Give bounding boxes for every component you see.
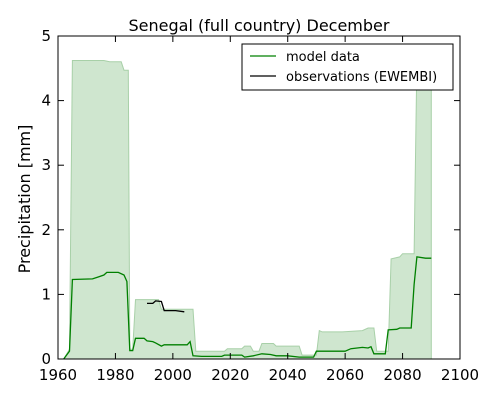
legend-box	[241, 43, 454, 91]
plot-frame	[57, 35, 461, 360]
series-line-observations	[147, 300, 185, 313]
y-axis-label: Precipitation [mm]	[15, 125, 34, 274]
x-tick-label: 2080	[383, 366, 421, 384]
x-tick-label: 2020	[211, 366, 249, 384]
axis-ticks: 1960 1980 2000 2020 2040 2060 2080 2100 0 1 2 3 4 5	[39, 27, 479, 384]
x-tick-label: 1960	[39, 366, 77, 384]
x-tick-label: 2100	[441, 366, 479, 384]
legend-label-model: model data	[286, 50, 360, 65]
y-tick-label: 1	[41, 285, 51, 303]
legend: model data observations (EWEMBI)	[241, 43, 454, 91]
y-tick-label: 2	[41, 221, 51, 239]
model-range-band	[62, 60, 432, 360]
y-tick-label: 5	[41, 27, 51, 45]
x-tick-label: 2000	[154, 366, 192, 384]
y-tick-label: 3	[41, 156, 51, 174]
series-line-model-data	[63, 256, 432, 360]
x-tick-label: 1980	[96, 366, 134, 384]
chart-title: Senegal (full country) December	[129, 16, 390, 35]
y-tick-label: 4	[41, 92, 51, 110]
plot-area	[62, 60, 432, 360]
x-tick-label: 2060	[326, 366, 364, 384]
x-tick-label: 2040	[269, 366, 307, 384]
y-tick-label: 0	[41, 350, 51, 368]
legend-label-observations: observations (EWEMBI)	[286, 70, 437, 85]
